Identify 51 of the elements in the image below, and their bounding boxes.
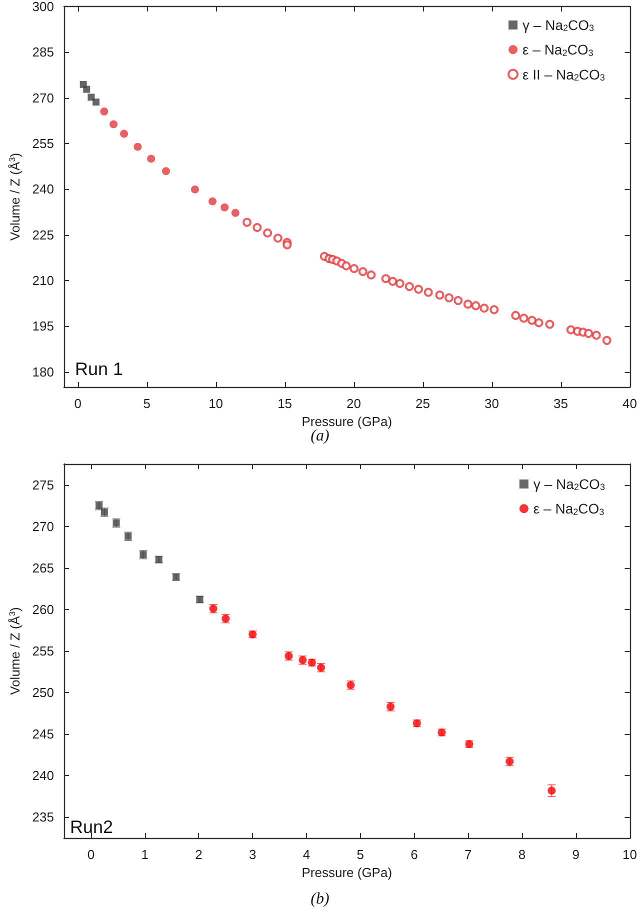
x-tick-label: 6 xyxy=(410,847,418,862)
x-tick-label: 0 xyxy=(74,396,82,411)
y-tick-label: 265 xyxy=(32,560,54,576)
x-tick-label: 10 xyxy=(208,396,224,411)
x-tick-label: 25 xyxy=(416,396,430,411)
y-tick-label: 225 xyxy=(32,227,54,242)
x-tick-label: 4 xyxy=(302,847,310,862)
y-axis-title: Volume / Z (Å3) xyxy=(7,607,22,695)
x-tick-label: 2 xyxy=(195,847,202,862)
x-tick-label: 7 xyxy=(464,847,472,862)
x-tick-label: 9 xyxy=(572,847,580,862)
x-tick-label: 10 xyxy=(622,847,638,862)
x-tick-label: 15 xyxy=(278,396,292,411)
legend-label: ε – Na2CO3 xyxy=(522,42,594,58)
text: (a) xyxy=(310,428,330,444)
y-tick-label: 240 xyxy=(32,182,54,197)
y-tick-label: 250 xyxy=(32,685,54,700)
y-tick-label: 270 xyxy=(32,518,54,534)
y-tick-label: 245 xyxy=(32,726,54,742)
y-tick-label: 240 xyxy=(32,768,54,784)
legend-label: ε II – Na2CO3 xyxy=(522,66,606,82)
y-tick-label: 285 xyxy=(32,44,54,60)
annotation: Run 1 xyxy=(75,359,124,379)
y-tick-label: 260 xyxy=(32,602,54,617)
x-tick-label: 20 xyxy=(346,396,362,411)
y-tick-label: 255 xyxy=(32,644,54,658)
text: (b) xyxy=(310,890,330,908)
y-tick-label: 210 xyxy=(32,272,54,288)
y-tick-label: 195 xyxy=(32,318,54,334)
annotation: Run2 xyxy=(70,817,114,837)
legend-label: γ – Na2CO3 xyxy=(522,17,594,34)
x-tick-label: 5 xyxy=(356,847,364,862)
y-tick-label: 235 xyxy=(32,810,54,825)
x-tick-label: 35 xyxy=(554,396,568,411)
legend-label: ε – Na2CO3 xyxy=(533,500,604,517)
x-tick-label: 40 xyxy=(622,396,638,411)
legend-label: γ – Na2CO3 xyxy=(533,476,606,492)
x-tick-label: 3 xyxy=(248,847,256,862)
x-axis-title: Pressure (GPa) xyxy=(302,414,392,429)
x-axis-title: Pressure (GPa) xyxy=(302,864,392,880)
y-tick-label: 180 xyxy=(32,364,54,380)
x-tick-label: 30 xyxy=(484,396,500,411)
y-tick-label: 300 xyxy=(32,0,54,14)
x-tick-label: 8 xyxy=(518,847,526,862)
x-tick-label: 0 xyxy=(87,847,95,862)
y-axis-title: Volume / Z (Å3) xyxy=(7,152,22,241)
y-tick-label: 255 xyxy=(32,136,54,151)
y-tick-label: 270 xyxy=(32,90,54,106)
x-tick-label: 1 xyxy=(141,847,148,862)
y-tick-label: 275 xyxy=(32,477,54,492)
x-tick-label: 5 xyxy=(143,396,150,411)
